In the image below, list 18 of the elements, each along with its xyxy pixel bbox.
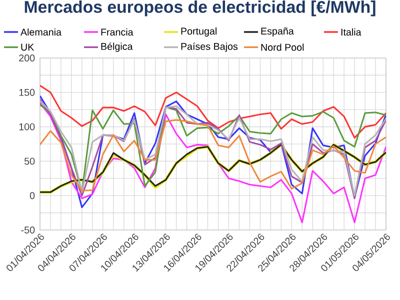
legend-label: Italia [341, 28, 362, 36]
line-series [40, 102, 386, 224]
chart-title: Mercados europeos de electricidad [€/MWh] [24, 0, 376, 16]
y-tick-label: 200 [19, 54, 35, 62]
legend-label: Países Bajos [181, 42, 238, 52]
y-tick-label: 100 [19, 123, 35, 130]
legend-label: UK [21, 44, 34, 51]
legend-label: Francia [101, 28, 134, 36]
legend-label: Alemania [20, 28, 62, 36]
y-tick-label: 50 [24, 158, 35, 165]
legend-label: Portugal [181, 27, 216, 37]
y-tick-label: -50 [21, 226, 35, 234]
y-tick-label: 150 [19, 88, 35, 96]
legend-label: Bélgica [101, 42, 133, 52]
legend-label: Nord Pool [261, 44, 304, 51]
legend-label: España [261, 27, 294, 37]
y-tick-label: 0 [30, 192, 35, 200]
line-series [40, 119, 386, 192]
